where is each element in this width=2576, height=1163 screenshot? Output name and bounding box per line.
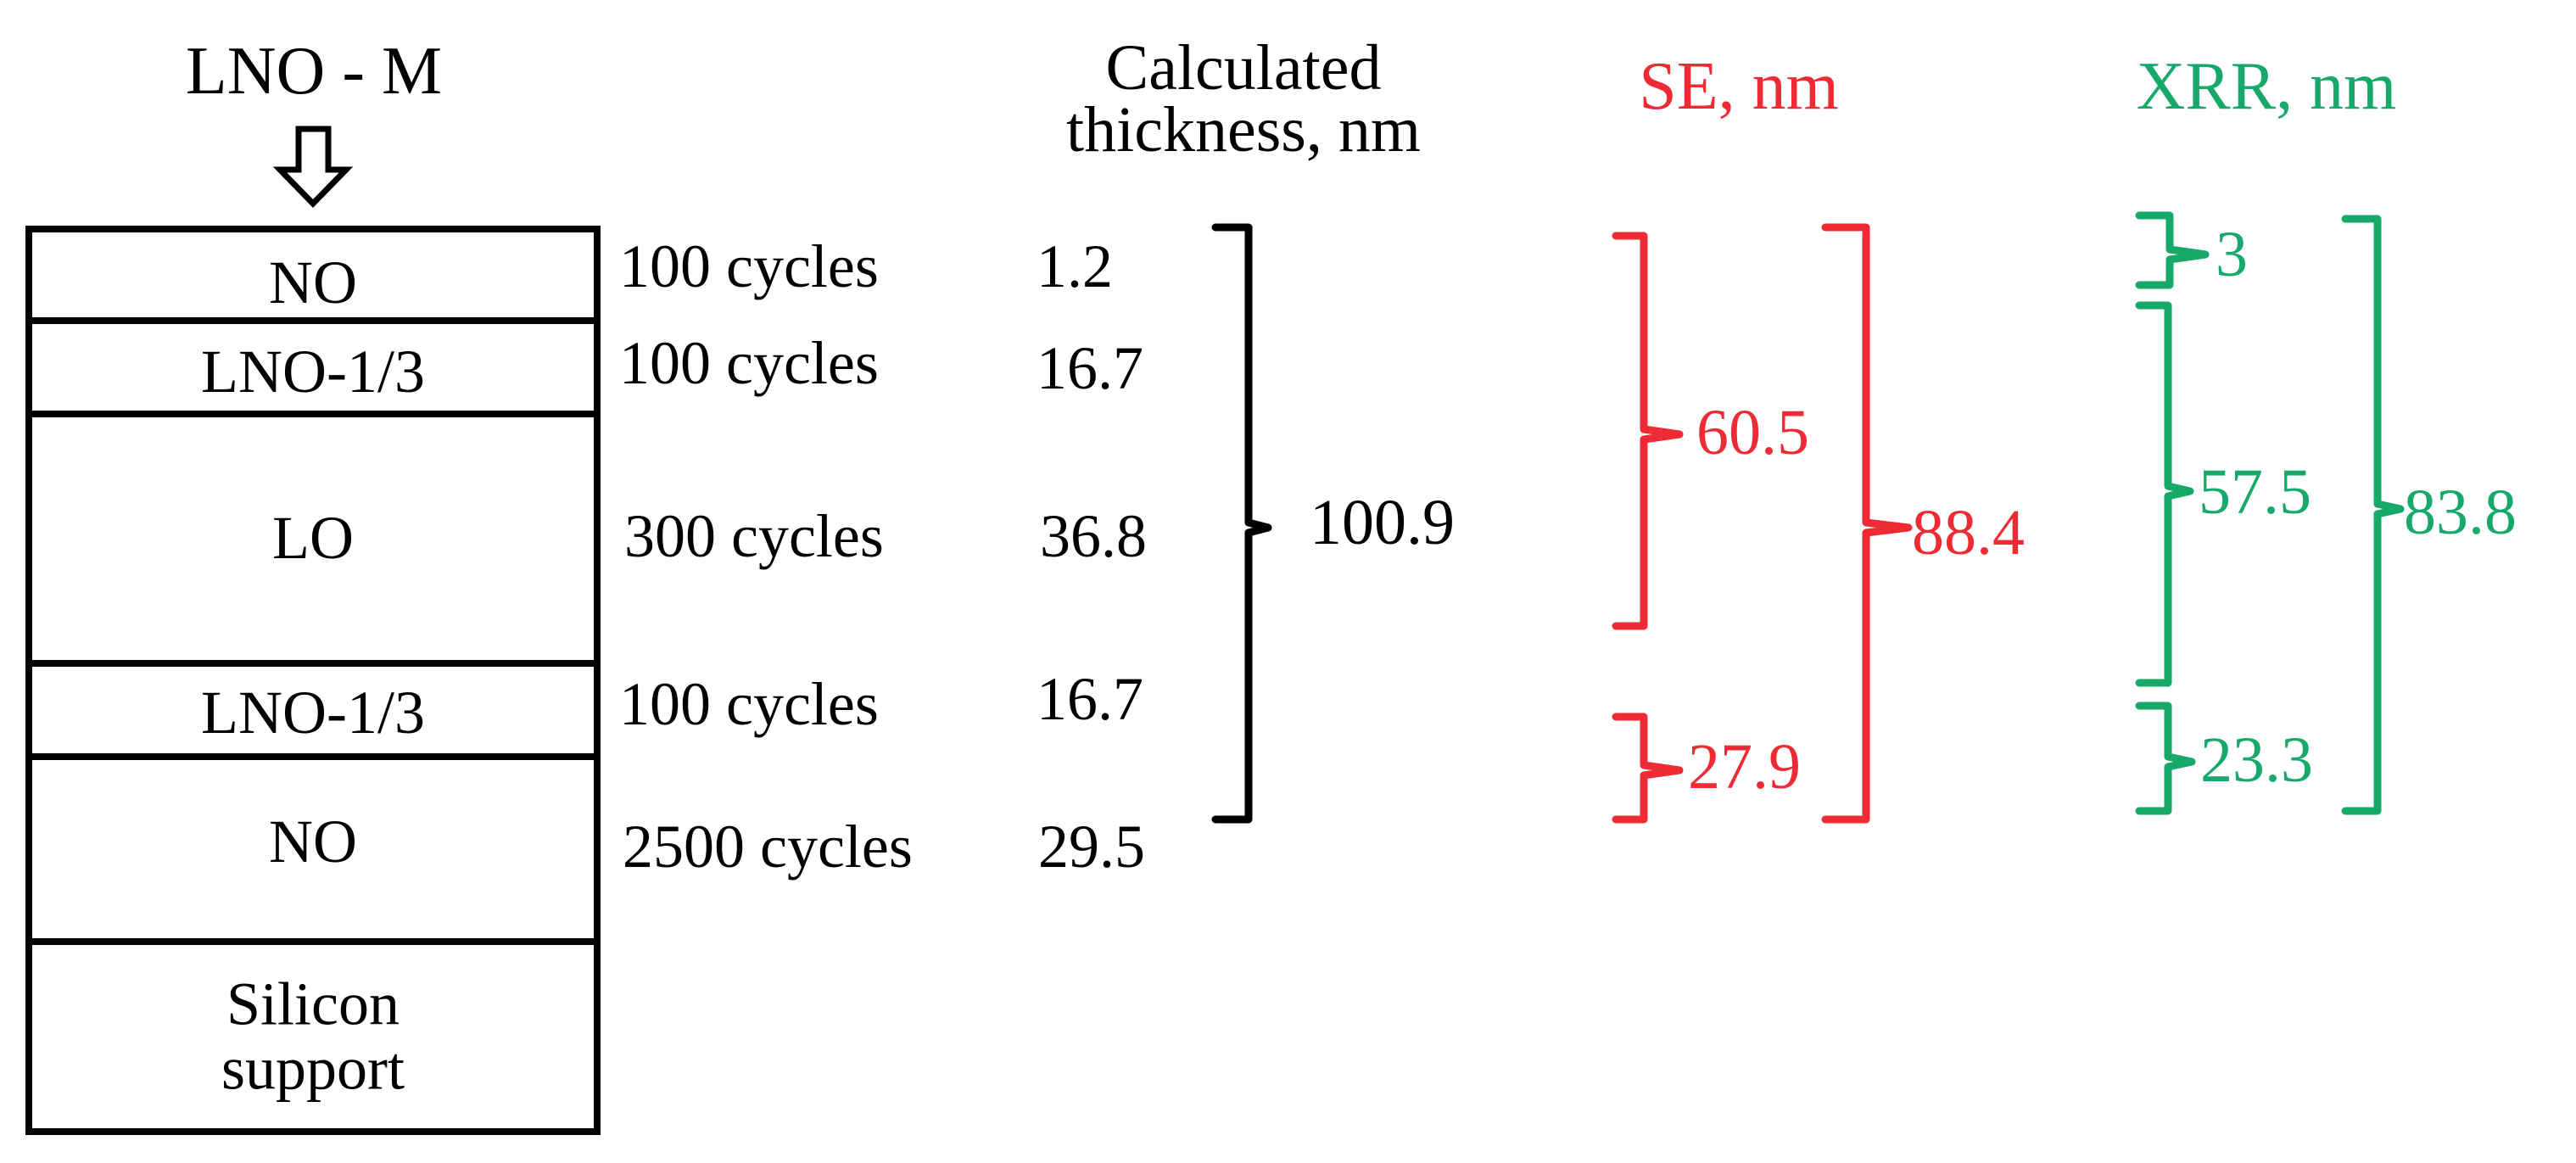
cycles-label: 100 cycles bbox=[619, 232, 879, 300]
thickness-value: 36.8 bbox=[1040, 502, 1147, 570]
xrr-total-bracket bbox=[2341, 215, 2405, 815]
layer-label: LNO-1/3 bbox=[201, 338, 425, 406]
cycles-label: 2500 cycles bbox=[623, 813, 913, 881]
cycles-label: 100 cycles bbox=[619, 670, 879, 738]
se-bottom-value: 27.9 bbox=[1688, 731, 1801, 802]
layer-label: LNO-1/3 bbox=[201, 679, 425, 747]
thickness-value: 16.7 bbox=[1037, 665, 1143, 733]
cycles-label: 300 cycles bbox=[624, 502, 884, 570]
se-bottom-bracket bbox=[1612, 713, 1684, 824]
xrr-top-bracket bbox=[2135, 211, 2210, 289]
se-brackets bbox=[1612, 223, 1913, 824]
thickness-value: 16.7 bbox=[1037, 334, 1143, 402]
xrr-bottom-value: 23.3 bbox=[2200, 724, 2313, 796]
calculated-total: 100.9 bbox=[1310, 487, 1455, 558]
xrr-middle-bracket bbox=[2135, 301, 2194, 687]
layer-no-bottom: NO bbox=[25, 753, 601, 945]
layer-lno-bottom: LNO-1/3 bbox=[25, 660, 601, 760]
layer-label: Silicon support bbox=[221, 970, 405, 1102]
se-top-bracket bbox=[1612, 232, 1684, 630]
cycles-label: 100 cycles bbox=[619, 329, 879, 397]
calculated-bracket bbox=[1211, 223, 1272, 824]
calculated-header: Calculated thickness, nm bbox=[1066, 32, 1421, 165]
xrr-header: XRR, nm bbox=[2136, 49, 2397, 124]
xrr-top-value: 3 bbox=[2216, 219, 2248, 290]
layer-lno-top: LNO-1/3 bbox=[25, 317, 601, 417]
layer-label: NO bbox=[269, 807, 357, 875]
se-total-value: 88.4 bbox=[1912, 497, 2025, 568]
xrr-middle-value: 57.5 bbox=[2199, 456, 2311, 528]
se-header: SE, nm bbox=[1639, 49, 1839, 124]
xrr-brackets bbox=[2135, 211, 2405, 815]
layer-lo: LO bbox=[25, 411, 601, 667]
se-top-value: 60.5 bbox=[1696, 397, 1809, 468]
sample-label: LNO - M bbox=[185, 34, 443, 109]
se-total-bracket bbox=[1821, 223, 1913, 824]
layer-label: NO bbox=[269, 249, 357, 317]
down-arrow-icon bbox=[272, 126, 354, 209]
layer-label: LO bbox=[272, 504, 354, 573]
thickness-value: 1.2 bbox=[1037, 232, 1113, 300]
layer-no-top: NO bbox=[25, 226, 601, 324]
layer-silicon-support: Silicon support bbox=[25, 938, 601, 1135]
thickness-value: 29.5 bbox=[1038, 813, 1145, 881]
xrr-total-value: 83.8 bbox=[2404, 477, 2517, 548]
xrr-bottom-bracket bbox=[2135, 702, 2196, 815]
